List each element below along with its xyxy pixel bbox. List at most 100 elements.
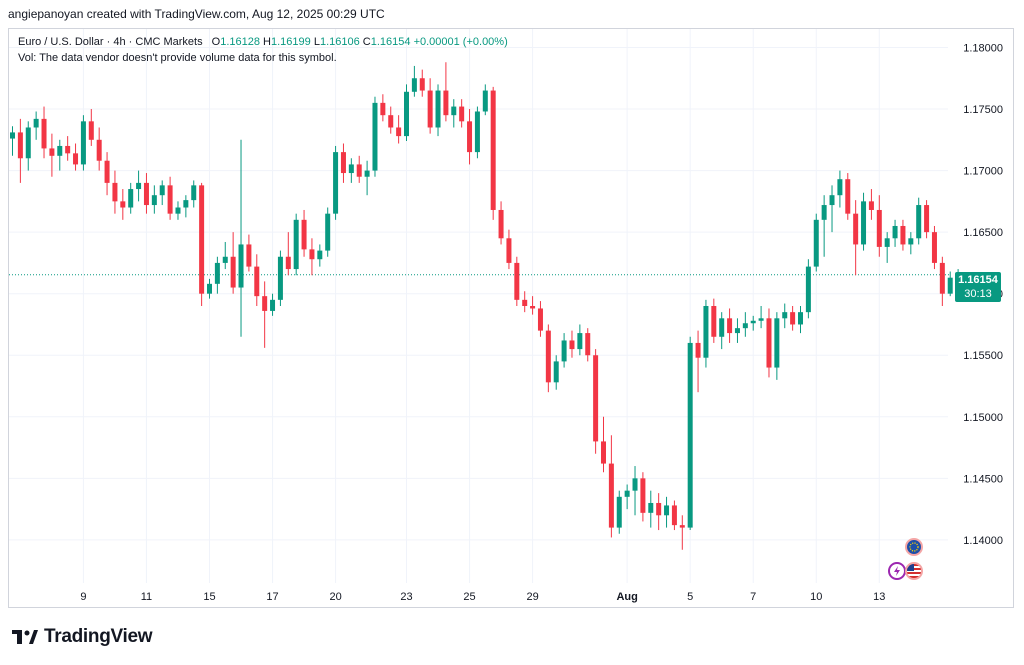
candle-body xyxy=(65,145,71,154)
candle-body xyxy=(96,139,102,161)
candle-body xyxy=(790,312,796,325)
candle xyxy=(372,96,378,177)
close-label: C xyxy=(362,36,371,48)
candle xyxy=(427,78,433,134)
candle-body xyxy=(427,90,433,128)
candle xyxy=(750,315,756,331)
candle xyxy=(561,333,567,368)
candle-body xyxy=(482,90,488,112)
candle xyxy=(608,435,614,538)
candle xyxy=(443,62,449,122)
candle-body xyxy=(593,355,599,442)
candle-body xyxy=(33,118,39,128)
candle-body xyxy=(924,205,930,233)
candle xyxy=(340,143,346,183)
candle-body xyxy=(364,170,370,177)
symbol-label[interactable]: Euro / U.S. Dollar · 4h · CMC Markets xyxy=(18,36,203,48)
time-tick-label: 9 xyxy=(80,591,86,603)
candle xyxy=(230,232,236,294)
candle-body xyxy=(191,185,197,201)
candle xyxy=(41,106,47,159)
candle-body xyxy=(120,201,126,208)
candle-body xyxy=(317,250,323,260)
candle xyxy=(640,472,646,522)
eu-flag-icon[interactable] xyxy=(905,538,923,556)
candle-body xyxy=(151,195,157,206)
candle-body xyxy=(821,205,827,220)
candle xyxy=(88,109,94,146)
candle-body xyxy=(892,225,898,239)
candle xyxy=(136,170,142,202)
candle-body xyxy=(333,152,339,214)
candle-body xyxy=(104,160,110,183)
candle xyxy=(821,195,827,257)
candle xyxy=(451,99,457,128)
candle xyxy=(813,213,819,272)
candle xyxy=(293,213,299,276)
candle xyxy=(766,308,772,378)
candle-body xyxy=(73,153,79,165)
time-axis: 9 11 15 17 20 23 25 29 Aug 5 7 10 13 xyxy=(80,591,885,603)
candle-body xyxy=(845,179,851,214)
candle-body xyxy=(301,219,307,250)
candle-body xyxy=(774,318,780,368)
candle-body xyxy=(459,106,465,122)
time-tick-label: 25 xyxy=(463,591,475,603)
candle xyxy=(33,111,39,140)
us-flag-icon[interactable] xyxy=(905,562,923,580)
candle-body xyxy=(128,189,134,208)
candle-body xyxy=(222,256,228,263)
candle xyxy=(191,180,197,208)
candle-body xyxy=(451,106,457,116)
candle-body xyxy=(388,115,394,128)
change-value: +0.00001 (+0.00%) xyxy=(413,36,508,48)
price-tick-label: 1.18000 xyxy=(963,42,1003,54)
candle-body xyxy=(742,323,748,329)
open-value: 1.16128 xyxy=(220,36,260,48)
candle xyxy=(853,200,859,276)
lightning-event-icon[interactable] xyxy=(888,562,906,580)
candle-body xyxy=(853,213,859,245)
candle-body xyxy=(632,478,638,491)
candle-body xyxy=(474,111,480,153)
candle-body xyxy=(41,118,47,149)
low-label: L xyxy=(313,36,320,48)
candle xyxy=(175,201,181,220)
chart-legend: Euro / U.S. Dollar · 4h · CMC Markets O1… xyxy=(18,34,508,66)
tradingview-logo[interactable]: TradingView xyxy=(12,626,153,648)
candle-body xyxy=(931,232,937,263)
candle xyxy=(514,256,520,306)
price-tick-label: 1.14500 xyxy=(963,473,1003,485)
candle xyxy=(467,109,473,165)
candle-body xyxy=(230,256,236,288)
candle xyxy=(159,180,165,206)
candle-body xyxy=(506,238,512,263)
candle xyxy=(711,298,717,343)
candle xyxy=(664,496,670,528)
candle xyxy=(593,349,599,454)
candle-body xyxy=(829,195,835,206)
candle-body xyxy=(522,299,528,306)
price-tick-label: 1.14000 xyxy=(963,535,1003,547)
chart-frame[interactable] xyxy=(8,28,1014,608)
time-tick-label: Aug xyxy=(616,591,637,603)
price-tick-label: 1.17000 xyxy=(963,166,1003,178)
candle-body xyxy=(687,342,693,528)
candles xyxy=(10,62,961,550)
candle xyxy=(537,301,543,337)
price-tick-label: 1.16500 xyxy=(963,227,1003,239)
price-tick-label: 1.15500 xyxy=(963,350,1003,362)
candle-body xyxy=(467,121,473,153)
candle-body xyxy=(88,121,94,140)
candle-body xyxy=(159,185,165,196)
candle-body xyxy=(648,502,654,513)
candle-body xyxy=(435,90,441,128)
candle-body xyxy=(577,333,583,350)
candle xyxy=(742,312,748,337)
candle-body xyxy=(214,262,220,284)
candle-body xyxy=(734,328,740,334)
candle xyxy=(65,136,71,161)
candle xyxy=(569,330,575,358)
candle xyxy=(238,139,244,337)
